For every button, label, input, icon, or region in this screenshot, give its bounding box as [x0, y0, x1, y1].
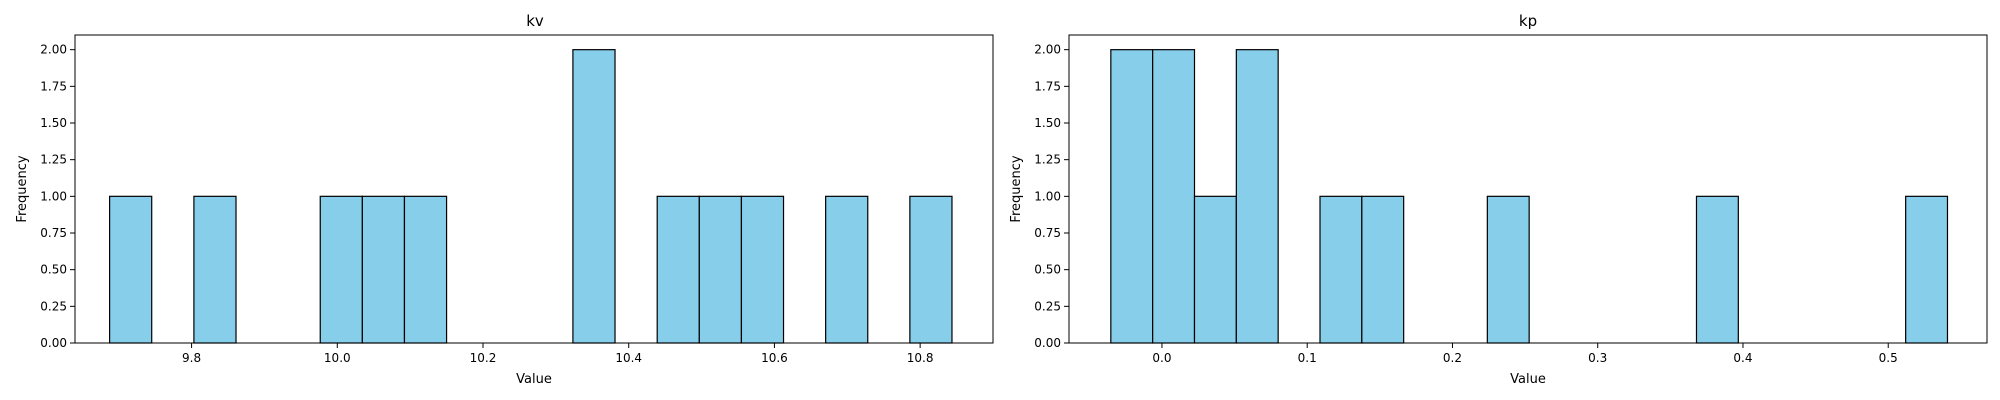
y-tick-label: 1.25	[40, 153, 67, 167]
histogram-bar	[656, 195, 700, 344]
x-tick-label: 0.1	[1298, 351, 1317, 365]
histogram-bar	[1319, 195, 1363, 344]
histogram-bar	[1152, 49, 1196, 344]
x-axis-label: Value	[516, 372, 552, 387]
x-tick-label: 0.5	[1879, 351, 1898, 365]
histogram-bar	[1235, 49, 1279, 344]
histogram-bar	[1695, 195, 1739, 344]
histogram-bar	[740, 195, 785, 344]
y-tick-label: 0.50	[1034, 263, 1061, 277]
y-tick-label: 0.25	[40, 299, 67, 313]
x-axis-label: Value	[1510, 372, 1546, 387]
x-tick-label: 10.2	[470, 351, 497, 365]
histogram-bar	[1486, 195, 1530, 344]
chart-title: kp	[1519, 12, 1537, 30]
y-tick-label: 0.50	[40, 263, 67, 277]
y-tick-label: 0.00	[1034, 336, 1061, 350]
histogram-bar	[1905, 195, 1949, 344]
x-tick-label: 10.6	[761, 351, 788, 365]
x-ticks: 0.0 0.1 0.2 0.3 0.4 0.5	[1152, 343, 1898, 365]
histogram-bar	[1361, 195, 1405, 344]
axes-frame	[1068, 34, 1988, 344]
y-axis-label: Frequency	[1009, 155, 1024, 222]
histogram-bar	[698, 195, 743, 344]
x-tick-label: 0.4	[1733, 351, 1752, 365]
histogram-bar	[109, 195, 153, 344]
histogram-bar	[825, 195, 869, 344]
histogram-bar	[361, 195, 406, 344]
y-tick-label: 0.00	[40, 336, 67, 350]
y-ticks: 0.00 0.25 0.50 0.75 1.00 1.25 1.50 1.75 2.00	[40, 43, 75, 350]
x-tick-label: 0.3	[1588, 351, 1607, 365]
y-tick-label: 0.75	[40, 226, 67, 240]
histogram-bar	[403, 195, 448, 344]
histogram-panel-kv: kv 9.8 10.0 10.2 10.4 10.6 10.8 0.000.250.500…	[15, 12, 994, 387]
x-tick-label: 0.2	[1443, 351, 1462, 365]
histogram-bar	[1193, 195, 1237, 344]
x-tick-label: 9.8	[182, 351, 201, 365]
x-tick-label: 10.8	[907, 351, 934, 365]
y-tick-label: 1.25	[1034, 153, 1061, 167]
y-tick-label: 1.75	[1034, 79, 1061, 93]
x-ticks: 9.8 10.0 10.2 10.4 10.6 10.8	[182, 343, 934, 365]
histogram-bar	[572, 49, 616, 344]
y-tick-label: 1.75	[40, 79, 67, 93]
y-tick-label: 1.50	[40, 116, 67, 130]
y-ticks: 0.00 0.25 0.50 0.75 1.00 1.25 1.50 1.75 2.00	[1034, 43, 1069, 350]
x-tick-label: 10.0	[324, 351, 351, 365]
x-tick-label: 0.0	[1152, 351, 1171, 365]
histogram-bar	[909, 195, 953, 344]
y-tick-label: 1.00	[40, 189, 67, 203]
y-axis-label: Frequency	[15, 155, 30, 222]
chart-title: kv	[526, 12, 544, 30]
y-tick-label: 0.75	[1034, 226, 1061, 240]
y-tick-label: 2.00	[1034, 43, 1061, 57]
bars-group	[109, 49, 953, 344]
y-tick-label: 0.25	[1034, 299, 1061, 313]
y-tick-label: 1.50	[1034, 116, 1061, 130]
histogram-bar	[319, 195, 363, 344]
y-tick-label: 2.00	[40, 43, 67, 57]
histogram-bar	[1110, 49, 1154, 344]
axes-frame	[74, 34, 994, 344]
y-tick-label: 1.00	[1034, 189, 1061, 203]
bars-group	[1110, 49, 1949, 344]
histogram-panel-kp: kp 0.0 0.1 0.2 0.3 0.4 0.5 0.00 0.25 0.50 0.75 1.…	[1009, 12, 1988, 387]
histogram-bar	[193, 195, 237, 344]
x-tick-label: 10.4	[615, 351, 642, 365]
